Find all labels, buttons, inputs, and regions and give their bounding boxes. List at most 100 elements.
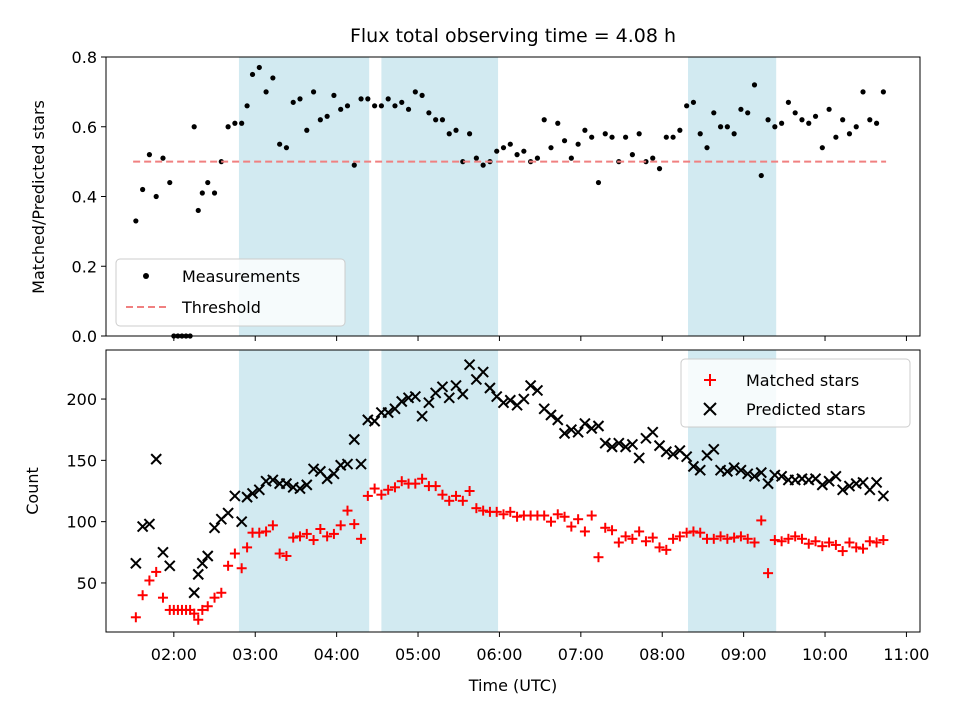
- matched-star-marker: [756, 515, 767, 526]
- matched-star-marker: [396, 476, 407, 487]
- predicted-star-marker: [280, 477, 293, 490]
- measurement-point: [500, 145, 507, 151]
- x-tick-label: 03:00: [232, 645, 278, 664]
- measurement-point: [534, 155, 541, 161]
- matched-star-marker: [144, 575, 155, 586]
- measurement-point: [717, 124, 724, 130]
- measurement-point: [765, 117, 771, 123]
- measurement-point: [731, 131, 737, 137]
- measurement-point: [338, 106, 344, 112]
- measurement-point: [575, 141, 581, 147]
- legend-predicted-label: Predicted stars: [746, 400, 866, 419]
- legend-measurements-label: Measurements: [182, 267, 300, 286]
- predicted-star-marker: [585, 422, 598, 435]
- predicted-star-marker: [565, 423, 578, 436]
- measurement-point: [385, 96, 391, 102]
- predicted-star-marker: [552, 414, 564, 426]
- matched-star-marker: [383, 484, 394, 495]
- measurement-point: [758, 172, 764, 179]
- measurement-point: [378, 103, 385, 109]
- measurement-point: [548, 145, 554, 151]
- measurement-point: [283, 145, 290, 151]
- matched-star-marker: [776, 536, 787, 547]
- y-tick-label: 0.8: [72, 48, 97, 67]
- matched-star-marker: [478, 505, 489, 516]
- matched-star-marker: [151, 566, 162, 577]
- predicted-star-marker: [436, 381, 449, 393]
- matched-star-marker: [209, 592, 220, 603]
- matched-star-marker: [668, 533, 679, 544]
- legend-measurements-marker: [143, 273, 149, 279]
- matched-star-marker: [295, 531, 306, 542]
- measurement-point: [140, 186, 146, 193]
- legend-box: [680, 358, 911, 428]
- top-panel-title: Flux total observing time = 4.08 h: [350, 25, 676, 47]
- measurement-point: [399, 99, 405, 105]
- predicted-star-marker: [843, 480, 856, 492]
- matched-star-marker: [288, 532, 299, 543]
- matched-star-marker: [681, 527, 692, 538]
- measurement-point: [650, 155, 656, 161]
- predicted-star-marker: [504, 394, 516, 406]
- predicted-star-marker: [294, 482, 306, 495]
- measurement-point: [392, 103, 398, 109]
- measurement-point: [826, 106, 832, 112]
- matched-star-marker: [193, 614, 204, 625]
- predicted-star-marker: [157, 546, 169, 559]
- matched-star-marker: [620, 531, 631, 542]
- matched-star-marker: [858, 543, 869, 554]
- measurement-point: [433, 117, 439, 123]
- bottom-panel-xlabel: Time (UTC): [468, 676, 557, 695]
- matched-star-marker: [301, 528, 312, 539]
- predicted-star-marker: [531, 384, 544, 397]
- predicted-star-marker: [741, 468, 754, 480]
- x-tick-label: 09:00: [721, 645, 767, 664]
- legend-threshold-label: Threshold: [181, 298, 261, 317]
- matched-star-marker: [130, 612, 141, 623]
- predicted-star-marker: [735, 464, 747, 476]
- measurement-point: [602, 131, 608, 137]
- measurement-point: [317, 117, 323, 123]
- measurement-point: [297, 96, 303, 102]
- measurement-point: [840, 117, 846, 123]
- y-tick-label: 0.0: [72, 327, 97, 346]
- measurement-point: [880, 89, 886, 95]
- measurement-point: [426, 110, 432, 116]
- matched-star-marker: [735, 531, 746, 542]
- predicted-star-marker: [694, 464, 706, 476]
- predicted-star-marker: [497, 397, 510, 409]
- measurement-point: [799, 117, 805, 123]
- predicted-star-marker: [877, 490, 890, 502]
- measurement-point: [331, 92, 337, 98]
- matched-star-marker: [242, 542, 253, 553]
- measurement-point: [514, 152, 520, 158]
- matched-star-marker: [661, 544, 672, 555]
- matched-star-marker: [607, 525, 618, 536]
- matched-star-marker: [457, 495, 468, 506]
- predicted-star-marker: [484, 382, 496, 394]
- matched-star-marker: [566, 521, 577, 532]
- predicted-star-marker: [423, 397, 435, 409]
- predicted-star-marker: [192, 568, 204, 581]
- predicted-star-marker: [816, 479, 829, 491]
- predicted-star-marker: [130, 557, 142, 570]
- matched-star-marker: [817, 541, 828, 552]
- matched-star-marker: [362, 490, 373, 501]
- predicted-star-marker: [572, 426, 584, 438]
- measurement-point: [663, 134, 669, 140]
- matched-star-marker: [437, 489, 448, 500]
- matched-star-marker: [464, 486, 475, 496]
- measurement-point: [133, 218, 139, 224]
- predicted-star-marker: [368, 415, 381, 427]
- predicted-star-marker: [775, 470, 788, 482]
- measurement-point: [211, 190, 218, 196]
- matched-star-marker: [410, 478, 421, 489]
- matched-star-marker: [552, 509, 563, 520]
- measurement-point: [270, 75, 276, 81]
- matched-star-marker: [444, 495, 455, 506]
- measurement-point: [792, 110, 798, 116]
- predicted-star-marker: [626, 438, 639, 451]
- matched-star-marker: [634, 526, 645, 537]
- measurement-point: [697, 131, 703, 137]
- matched-star-marker: [844, 537, 855, 548]
